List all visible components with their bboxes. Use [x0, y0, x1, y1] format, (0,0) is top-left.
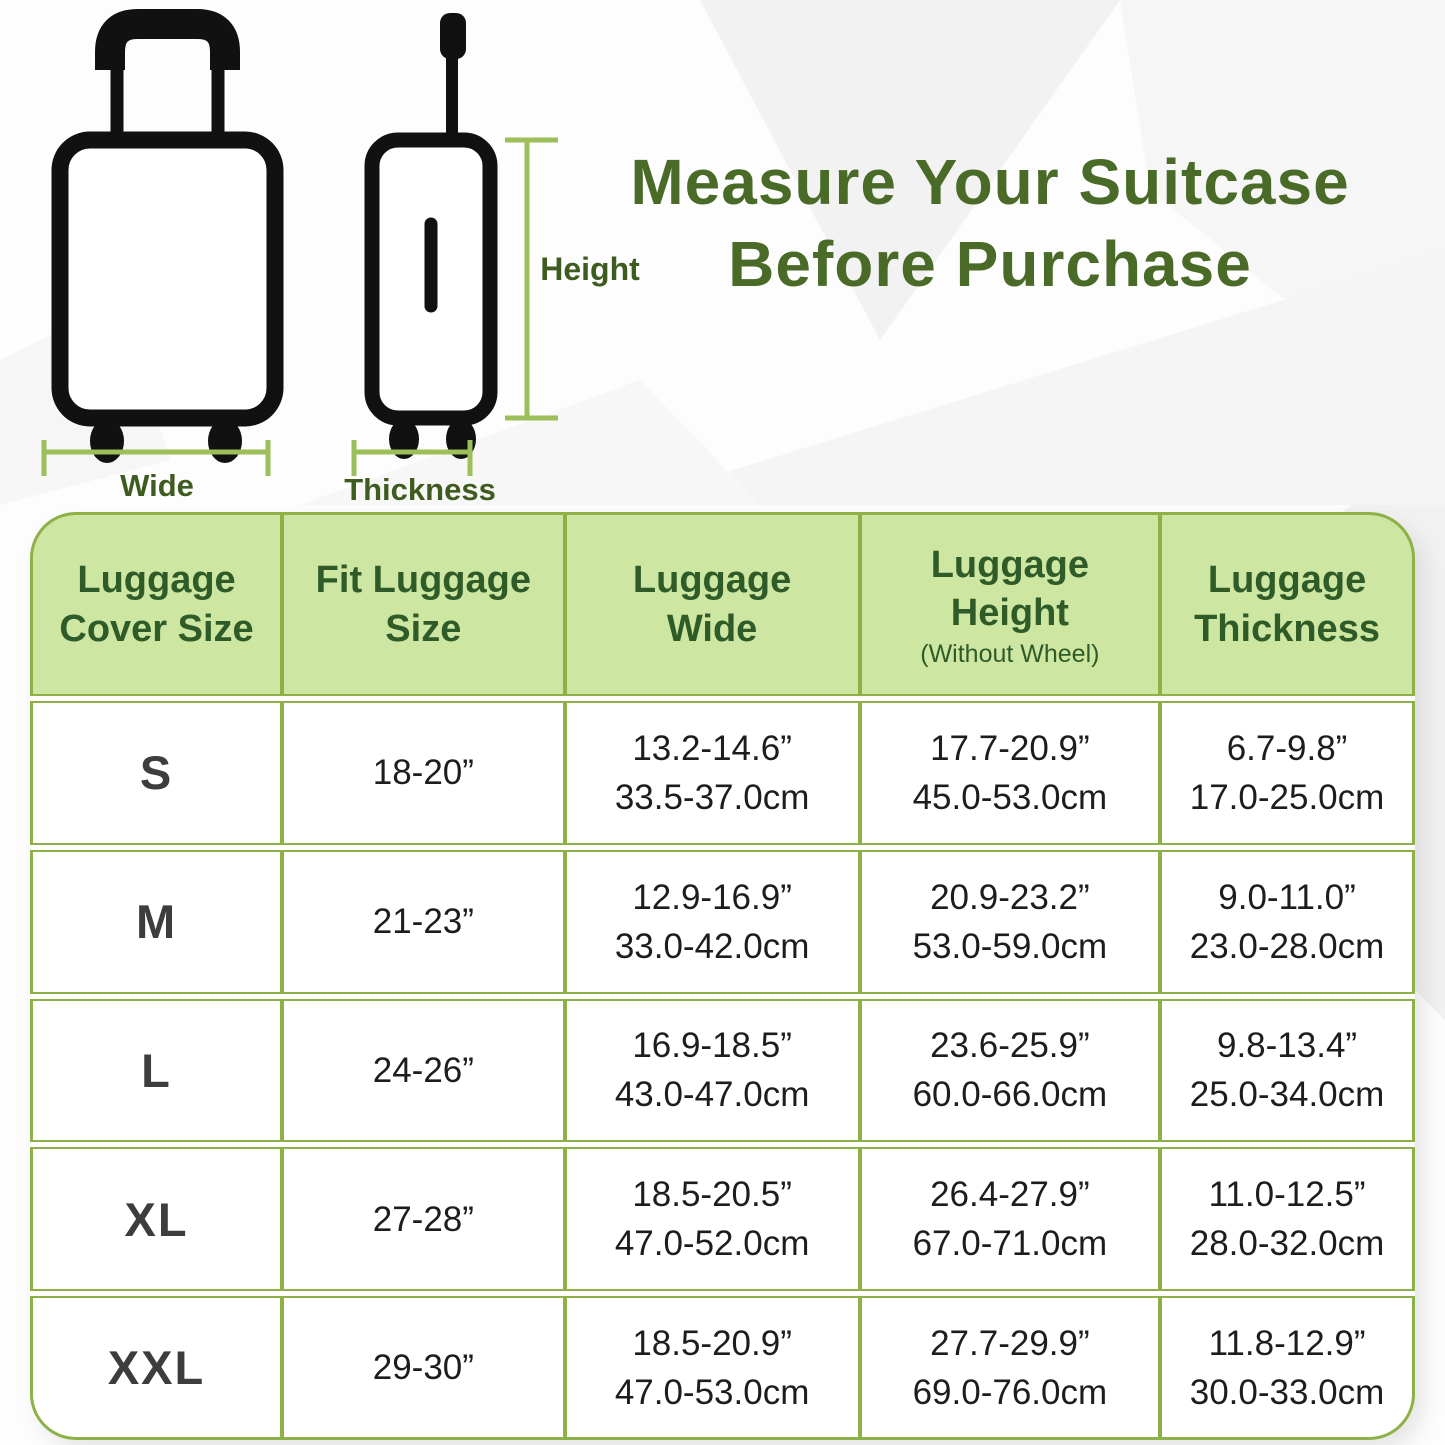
header-line: Cover Size [59, 607, 254, 650]
thickness-inches: 11.8-12.9” [1208, 1323, 1366, 1363]
cell-height-l: 23.6-25.9” 60.0-66.0cm [859, 998, 1161, 1143]
wide-label: Wide [120, 468, 194, 503]
size-chart-table: Luggage Cover Size Fit Luggage Size Lugg… [30, 512, 1415, 1440]
header-cell-fit-size: Fit Luggage Size [282, 512, 565, 696]
wide-cm: 33.5-37.0cm [614, 777, 810, 817]
cell-thickness-xxl: 11.8-12.9” 30.0-33.0cm [1160, 1296, 1415, 1440]
cell-height-m: 20.9-23.2” 53.0-59.0cm [859, 849, 1161, 994]
title-line-2: Before Purchase [728, 227, 1252, 300]
fit-size-value: 29-30” [372, 1348, 474, 1388]
cell-fit-m: 21-23” [282, 849, 565, 994]
fit-size-value: 21-23” [372, 902, 474, 942]
header-line: Luggage [632, 558, 792, 601]
thickness-cm: 28.0-32.0cm [1189, 1224, 1385, 1264]
header-cell-height: Luggage Height (Without Wheel) [859, 512, 1161, 696]
cell-size-xxl: XXL [30, 1296, 283, 1440]
cell-thickness-s: 6.7-9.8” 17.0-25.0cm [1160, 701, 1415, 845]
height-cm: 45.0-53.0cm [912, 777, 1108, 817]
title-line-1: Measure Your Suitcase [630, 146, 1350, 218]
header-line: Thickness [1194, 607, 1380, 650]
header-cell-wide: Luggage Wide [564, 512, 860, 696]
height-cm: 69.0-76.0cm [912, 1372, 1108, 1412]
header-line: Wide [666, 607, 758, 650]
header-cell-cover-size: Luggage Cover Size [30, 512, 283, 696]
suitcase-diagram: Wide Thickness Height [41, 8, 640, 507]
wide-measure-line [41, 440, 271, 476]
wide-inches: 12.9-16.9” [632, 877, 792, 917]
header-line: Fit Luggage [315, 558, 531, 601]
fit-size-value: 27-28” [372, 1199, 474, 1239]
height-measure-line [505, 137, 558, 421]
height-inches: 23.6-25.9” [930, 1026, 1090, 1066]
height-inches: 26.4-27.9” [930, 1175, 1090, 1215]
header-line: Luggage [77, 558, 236, 601]
size-letter: S [139, 746, 174, 800]
thickness-cm: 17.0-25.0cm [1189, 777, 1385, 817]
suitcase-side-icon [364, 13, 498, 459]
thickness-inches: 11.0-12.5” [1208, 1175, 1366, 1215]
cell-wide-xl: 18.5-20.5” 47.0-52.0cm [564, 1147, 860, 1292]
thickness-inches: 9.0-11.0” [1218, 877, 1356, 917]
cell-height-xxl: 27.7-29.9” 69.0-76.0cm [859, 1296, 1161, 1440]
cell-wide-l: 16.9-18.5” 43.0-47.0cm [564, 998, 860, 1143]
thickness-measure-line [351, 440, 473, 476]
cell-size-m: M [30, 849, 283, 994]
header-line: Luggage [1207, 558, 1367, 601]
size-letter: XL [124, 1192, 189, 1246]
thickness-inches: 6.7-9.8” [1226, 728, 1348, 768]
cell-fit-l: 24-26” [282, 998, 565, 1143]
height-inches: 20.9-23.2” [930, 877, 1090, 917]
thickness-inches: 9.8-13.4” [1216, 1026, 1358, 1066]
header-line: Height [950, 592, 1069, 635]
header-cell-thickness: Luggage Thickness [1160, 512, 1415, 696]
cell-wide-m: 12.9-16.9” 33.0-42.0cm [564, 849, 860, 994]
thickness-cm: 30.0-33.0cm [1189, 1372, 1385, 1412]
cell-size-l: L [30, 998, 283, 1143]
wide-inches: 18.5-20.9” [632, 1323, 792, 1363]
thickness-cm: 23.0-28.0cm [1189, 926, 1385, 966]
cell-size-s: S [30, 701, 283, 845]
suitcase-front-icon [51, 8, 284, 463]
height-cm: 53.0-59.0cm [912, 926, 1108, 966]
cell-height-s: 17.7-20.9” 45.0-53.0cm [859, 701, 1161, 845]
cell-wide-s: 13.2-14.6” 33.5-37.0cm [564, 701, 860, 845]
height-inches: 17.7-20.9” [930, 728, 1090, 768]
cell-thickness-xl: 11.0-12.5” 28.0-32.0cm [1160, 1147, 1415, 1292]
height-label: Height [540, 251, 640, 287]
fit-size-value: 18-20” [372, 753, 474, 793]
height-inches: 27.7-29.9” [930, 1323, 1090, 1363]
cell-thickness-m: 9.0-11.0” 23.0-28.0cm [1160, 849, 1415, 994]
size-letter: XXL [107, 1341, 206, 1395]
cell-size-xl: XL [30, 1147, 283, 1292]
header-subnote: (Without Wheel) [920, 639, 1100, 668]
cell-wide-xxl: 18.5-20.9” 47.0-53.0cm [564, 1296, 860, 1440]
cell-height-xl: 26.4-27.9” 67.0-71.0cm [859, 1147, 1161, 1292]
wide-cm: 47.0-52.0cm [614, 1224, 810, 1264]
cell-fit-s: 18-20” [282, 701, 565, 845]
thickness-cm: 25.0-34.0cm [1189, 1075, 1385, 1115]
wide-cm: 43.0-47.0cm [614, 1075, 810, 1115]
cell-fit-xxl: 29-30” [282, 1296, 565, 1440]
size-letter: M [135, 895, 178, 949]
height-cm: 60.0-66.0cm [912, 1075, 1108, 1115]
header-line: Size [385, 607, 462, 650]
wide-cm: 47.0-53.0cm [614, 1372, 810, 1412]
thickness-label: Thickness [344, 472, 496, 507]
wide-inches: 13.2-14.6” [632, 728, 792, 768]
wide-cm: 33.0-42.0cm [614, 926, 810, 966]
header-line: Luggage [930, 543, 1090, 586]
size-letter: L [141, 1043, 172, 1097]
height-cm: 67.0-71.0cm [912, 1224, 1108, 1264]
cell-thickness-l: 9.8-13.4” 25.0-34.0cm [1160, 998, 1415, 1143]
wide-inches: 18.5-20.5” [632, 1175, 792, 1215]
wide-inches: 16.9-18.5” [632, 1026, 792, 1066]
page-title: Measure Your Suitcase Before Purchase [580, 142, 1400, 306]
fit-size-value: 24-26” [372, 1050, 474, 1090]
cell-fit-xl: 27-28” [282, 1147, 565, 1292]
